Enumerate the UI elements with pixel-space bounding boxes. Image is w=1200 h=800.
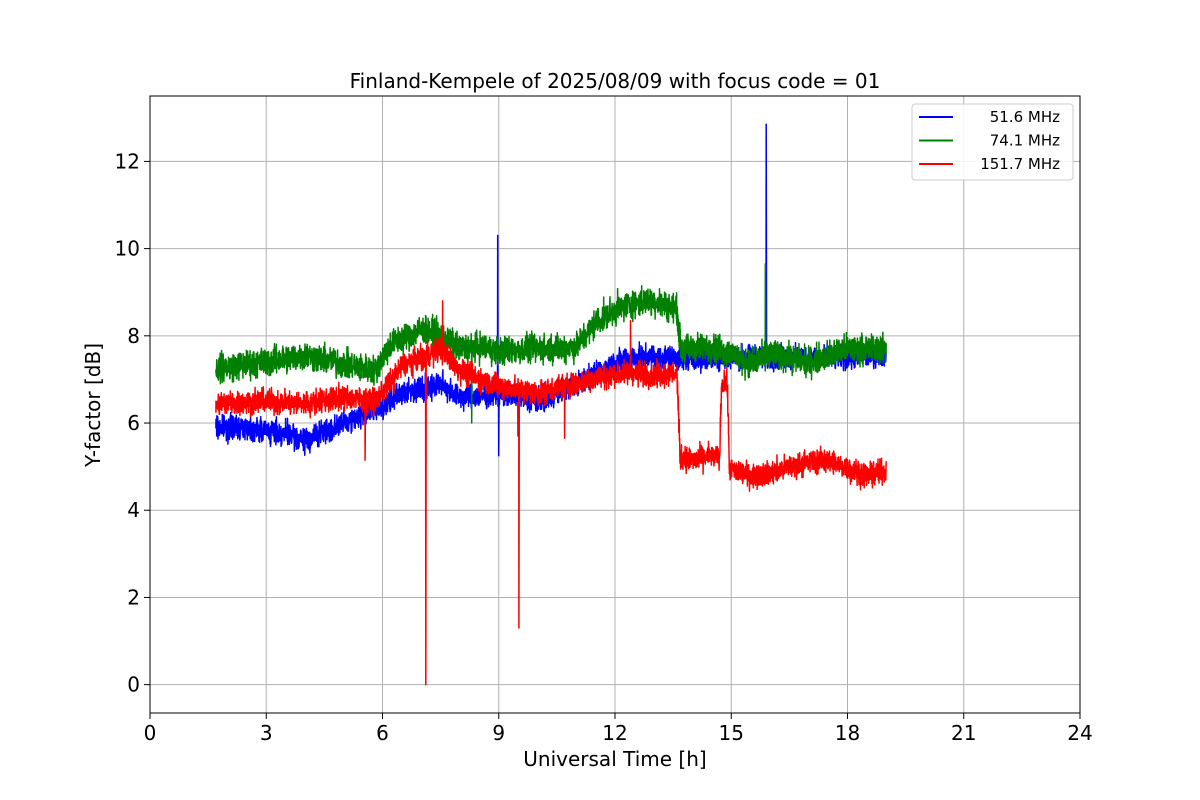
y-axis-label: Y-factor [dB] <box>81 343 105 468</box>
chart-title: Finland-Kempele of 2025/08/09 with focus… <box>350 69 881 93</box>
y-tick-label: 10 <box>115 237 140 261</box>
x-tick-label: 12 <box>602 721 627 745</box>
x-axis-label: Universal Time [h] <box>523 747 706 771</box>
x-tick-label: 21 <box>951 721 976 745</box>
y-tick-label: 4 <box>127 498 140 522</box>
y-tick-label: 12 <box>115 149 140 173</box>
x-tick-label: 9 <box>492 721 505 745</box>
y-tick-label: 6 <box>127 411 140 435</box>
x-tick-label: 3 <box>260 721 273 745</box>
y-tick-label: 2 <box>127 585 140 609</box>
legend-label: 74.1 MHz <box>990 132 1060 150</box>
series-line <box>215 300 887 686</box>
legend-box <box>911 103 1074 181</box>
y-tick-label: 0 <box>127 673 140 697</box>
legend: 51.6 MHz 74.1 MHz 151.7 MHz <box>911 103 1074 181</box>
series-layer <box>215 123 887 686</box>
x-tick-label: 15 <box>719 721 744 745</box>
x-tick-label: 0 <box>144 721 157 745</box>
legend-label: 151.7 MHz <box>980 155 1060 173</box>
x-tick-label: 24 <box>1067 721 1092 745</box>
legend-label: 51.6 MHz <box>990 108 1060 126</box>
x-tick-label: 6 <box>376 721 389 745</box>
x-tick-label: 18 <box>835 721 860 745</box>
y-tick-label: 8 <box>127 324 140 348</box>
grid-lines <box>149 96 1081 713</box>
series-line <box>215 263 887 424</box>
